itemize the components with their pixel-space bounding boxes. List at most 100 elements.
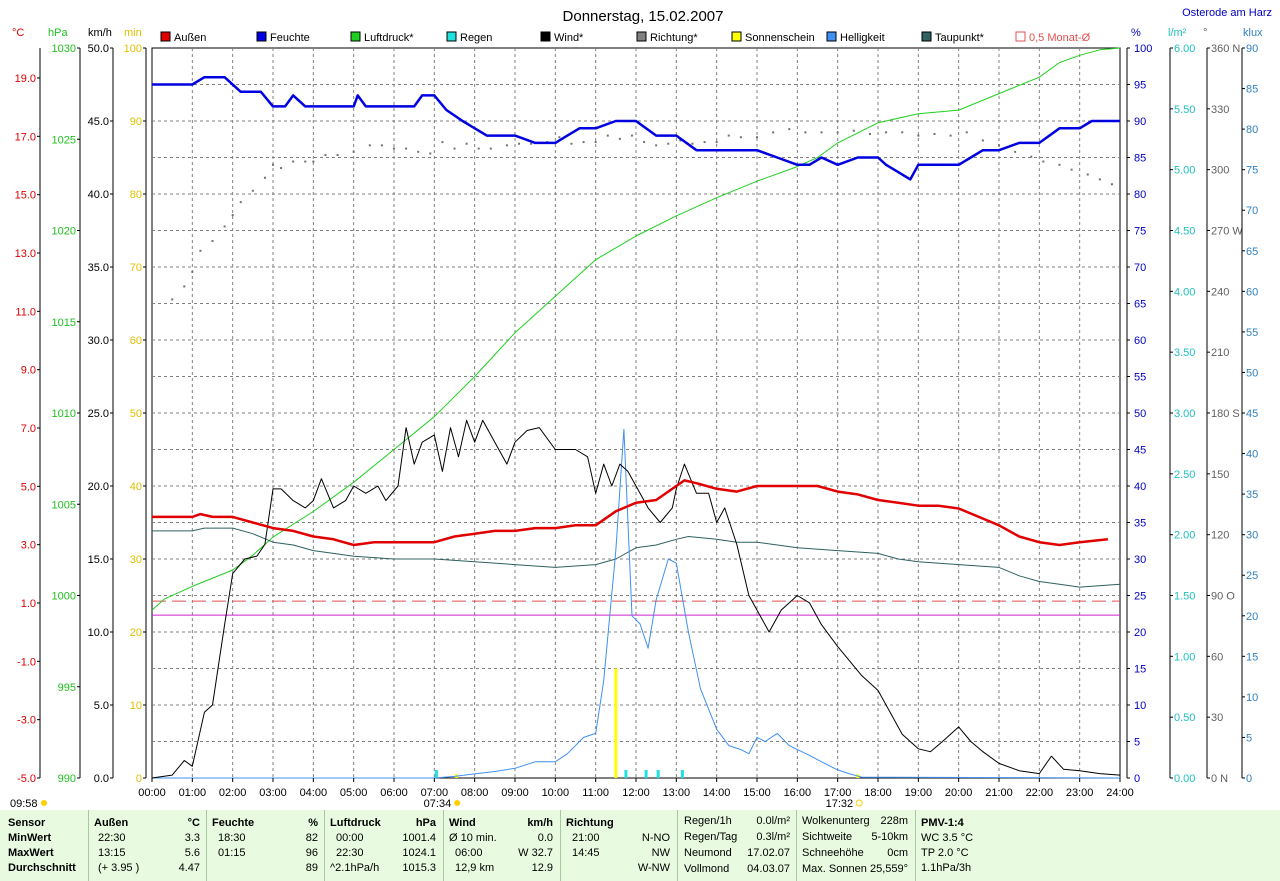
stats-luftdruck-min-time: 00:00 — [336, 832, 364, 844]
series-line-helligkeit — [152, 428, 1121, 779]
direction-point — [570, 142, 573, 145]
axis-tick-label: 70 — [1246, 205, 1258, 217]
stats-divider — [88, 810, 89, 881]
legend-label: Helligkeit — [840, 32, 885, 44]
axis-tick-label: 30 — [1134, 554, 1146, 566]
rain-bar — [680, 770, 684, 778]
sunshine-bar — [614, 668, 618, 778]
axis-tick-label: 180 S — [1211, 408, 1240, 420]
legend-swatch — [160, 31, 171, 42]
axis-tick-label: 30 — [1246, 530, 1258, 542]
axis-unit-label: °C — [12, 27, 24, 39]
direction-point — [272, 163, 274, 166]
stats-aussen-avg-note: (+ 3.95 ) — [98, 862, 140, 874]
axis-tick-label: 10 — [1246, 692, 1258, 704]
x-tick-label: 10:00 — [542, 787, 570, 799]
axis-tick-label: 3.0 — [21, 540, 36, 552]
stats-wind-unit: km/h — [527, 817, 553, 829]
x-tick-label: 22:00 — [1026, 787, 1054, 799]
direction-point — [715, 141, 718, 144]
direction-point — [820, 131, 823, 134]
stats-richtung-header: Richtung — [566, 817, 614, 829]
axis-tick-label: 2.00 — [1174, 530, 1195, 542]
axis-tick-label: 75 — [1134, 226, 1146, 238]
stats-aussen-min-time: 22:30 — [98, 832, 126, 844]
statistics-panel: Sensor MinWert MaxWert Durchschnitt Auße… — [0, 810, 1280, 881]
axis-tick-label: 20 — [1134, 627, 1146, 639]
axis-tick-label: 35 — [1246, 489, 1258, 501]
stats-regen-value: 0.3l/m² — [756, 831, 790, 843]
axis-tick-label: 80 — [1246, 124, 1258, 136]
axis-tick-label: 1.0 — [21, 598, 36, 610]
direction-point — [594, 141, 597, 144]
stats-wolken-label: Max. Sonnen — [802, 863, 867, 875]
direction-point — [380, 144, 383, 147]
axis-tick-label: 13.0 — [15, 248, 36, 260]
axis-tick-label: 10 — [1134, 700, 1146, 712]
axis-tick-label: 6.00 — [1174, 43, 1195, 55]
direction-point — [465, 142, 468, 145]
direction-point — [1030, 155, 1033, 158]
direction-point — [405, 147, 408, 150]
direction-point — [582, 141, 585, 144]
direction-point — [998, 144, 1000, 147]
stats-luftdruck-header: Luftdruck — [330, 817, 381, 829]
axis-tick-label: 2.50 — [1174, 469, 1195, 481]
x-tick-label: 01:00 — [179, 787, 207, 799]
direction-point — [804, 131, 807, 134]
direction-point — [191, 270, 194, 273]
axis-tick-label: 9.0 — [21, 365, 36, 377]
stats-wolken-label: Wolkenunterg — [802, 815, 870, 827]
direction-point — [606, 134, 609, 137]
axis-tick-label: 60 — [130, 335, 142, 347]
axis-tick-label: 4.50 — [1174, 226, 1195, 238]
x-tick-label: 08:00 — [461, 787, 489, 799]
direction-point — [981, 139, 984, 142]
axis-tick-label: 5.00 — [1174, 165, 1195, 177]
stats-luftdruck-unit: hPa — [415, 817, 436, 829]
axis-tick-label: 30 — [130, 554, 142, 566]
axis-tick-label: 60 — [1134, 335, 1146, 347]
stats-divider — [324, 810, 325, 881]
axis-tick-label: 40 — [1134, 481, 1146, 493]
direction-point — [280, 167, 283, 170]
axis-tick-label: 0.00 — [1174, 773, 1195, 785]
axis-tick-label: 80 — [1134, 189, 1146, 201]
axis-tick-label: 25.0 — [88, 408, 109, 420]
moon-label: 09:58 — [10, 798, 38, 810]
rain-bar — [644, 770, 648, 778]
weather-chart: Donnerstag, 15.02.2007 Osterode am Harz … — [10, 7, 1272, 810]
legend-label: Wind* — [554, 32, 584, 44]
direction-point — [949, 134, 952, 137]
direction-point — [263, 176, 266, 179]
direction-point — [965, 131, 968, 134]
stats-feuchte-unit: % — [308, 817, 318, 829]
direction-point — [211, 240, 214, 243]
stats-wind-header: Wind — [449, 817, 476, 829]
axis-tick-label: 330 — [1211, 104, 1229, 116]
direction-point — [199, 249, 202, 252]
axis-tick-label: 3.00 — [1174, 408, 1195, 420]
axis-tick-label: 100 — [1134, 43, 1152, 55]
axis-tick-label: 45 — [1134, 445, 1146, 457]
stats-richtung-min-value: N-NO — [641, 832, 670, 844]
axis-tick-label: 20.0 — [88, 481, 109, 493]
axis-tick-label: 15 — [1134, 664, 1146, 676]
chart-title: Donnerstag, 15.02.2007 — [563, 8, 724, 25]
legend-swatch — [540, 31, 551, 42]
axis-tick-label: 0 — [1134, 773, 1140, 785]
axis-tick-label: 65 — [1246, 246, 1258, 258]
sunrise-label: 07:34 — [424, 798, 452, 810]
axis-tick-label: 40 — [130, 481, 142, 493]
axis-tick-label: 10 — [130, 700, 142, 712]
axis-tick-label: 240 — [1211, 286, 1229, 298]
x-axis-ticks: 00:00 01:00 02:00 03:00 04:00 05:00 06:00 07:00… — [10, 778, 1134, 810]
axis-tick-label: 90 O — [1211, 591, 1235, 603]
axis-tick-label: 1.00 — [1174, 651, 1195, 663]
stats-regen-label: Vollmond — [684, 863, 730, 875]
axis-unit-label: km/h — [88, 27, 112, 39]
axis-tick-label: 85 — [1134, 153, 1146, 165]
stats-pmv-value: TP 2.0 °C — [921, 847, 969, 859]
series-line-außen — [152, 479, 1109, 547]
right-axes: %100959085807570656055504540353025201510… — [1126, 27, 1263, 785]
